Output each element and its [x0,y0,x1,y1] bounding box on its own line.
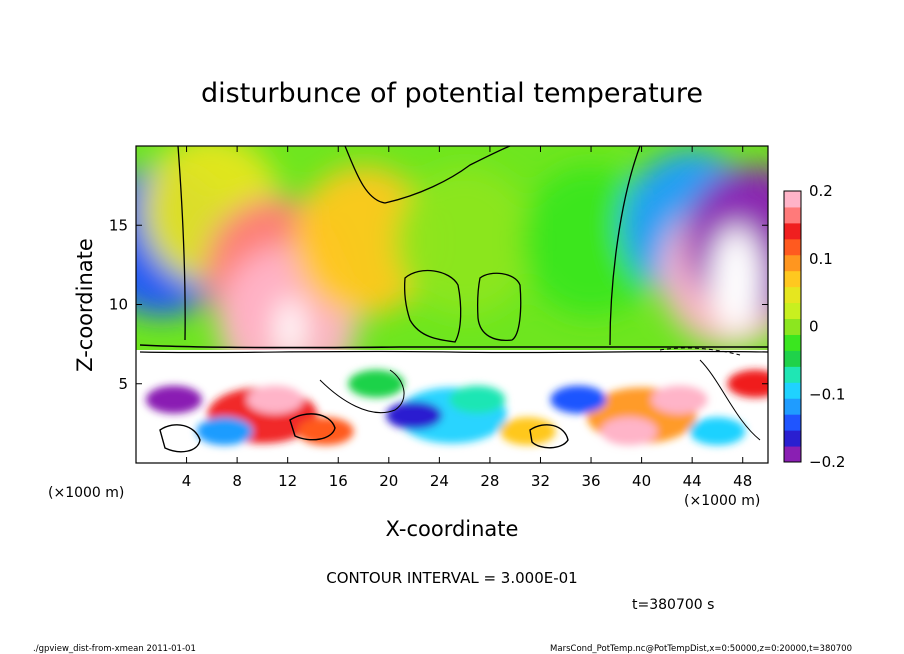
contour-line [659,347,741,356]
colorbar-swatch [784,270,801,288]
x-tick-label: 20 [379,472,398,490]
colorbar-swatch [784,366,801,383]
colorbar-swatch [784,334,801,351]
x-tick-label: 12 [278,472,297,490]
x-tick-label: 48 [733,472,752,490]
colorbar-tick-label: −0.2 [809,453,845,471]
contour-line [344,146,511,204]
upper-field [136,146,768,396]
colorbar-swatch [784,238,801,256]
contour-line [699,359,761,441]
field-region [394,166,535,317]
x-axis-label: X-coordinate [386,517,519,541]
colorbar-swatch [784,446,801,463]
lower-field [145,369,768,446]
contour-line [404,269,462,343]
field-region [247,385,304,414]
field-region [499,417,556,446]
footer-left: ./gpview_dist-from-xmean 2011-01-01 [33,644,196,654]
contour-line [319,369,405,414]
field-region [727,369,768,398]
x-axis: 4 8 12 16 20 24 28 32 36 40 44 48 [182,146,752,490]
x-tick-label: 28 [480,472,499,490]
field-region [297,417,354,446]
contour-line [139,344,768,349]
x-unit-label: (×1000 m) [48,485,124,501]
x-tick-label: 44 [683,472,702,490]
field-region [196,417,253,446]
field-region [145,385,202,414]
field-region [600,417,657,446]
x-tick-label: 40 [632,472,651,490]
contour-line [529,424,569,449]
y-tick-label: 15 [109,216,128,234]
contour-line [609,146,641,346]
plot-area [136,146,768,463]
x-unit-label-right: (×1000 m) [684,493,760,509]
time-label: t=380700 s [632,597,714,613]
colorbar-tick-label: 0 [809,318,819,336]
colorbar-swatch [784,350,801,367]
y-tick-label: 10 [109,296,128,314]
colorbar-swatch [784,302,801,320]
contour-line [139,350,768,354]
y-axis: 5 10 15 [109,216,768,393]
colorbar-tick-label: 0.1 [809,250,833,268]
colorbar-frame [783,190,802,463]
x-tick-label: 4 [182,472,192,490]
x-tick-label: 36 [581,472,600,490]
colorbar-ticks: 0.2 0.1 0 −0.1 −0.2 [809,182,845,471]
contour-line [476,272,522,342]
contour-line [177,146,186,341]
field-region [689,417,746,446]
colorbar-swatch [784,191,801,208]
field-region [651,385,708,414]
colorbar-swatch [784,206,801,224]
field-region [276,298,305,359]
colorbar-swatch [784,430,801,447]
field-region [293,166,434,317]
contour-line [159,424,201,453]
colorbar-swatch [784,222,801,240]
field-region [386,401,443,430]
colorbar-swatch [784,254,801,272]
footer-right: MarsCond_PotTemp.nc@PotTempDist,x=0:5000… [550,644,852,654]
x-tick-label: 32 [531,472,550,490]
x-tick-label: 8 [232,472,242,490]
colorbar-swatch [784,398,801,415]
field-region [550,385,607,414]
field-region [710,225,763,336]
chart-title: disturbunce of potential temperature [201,78,703,109]
contour-lines [139,146,768,453]
colorbar-swatch [784,414,801,431]
contour-line [289,413,336,441]
colorbar-swatch [784,318,801,335]
contour-interval-label: CONTOUR INTERVAL = 3.000E-01 [326,569,577,587]
colorbar [784,191,801,463]
colorbar-swatch [784,382,801,399]
y-axis-label: Z-coordinate [73,238,97,372]
x-tick-label: 16 [329,472,348,490]
colorbar-tick-label: 0.2 [809,182,833,200]
colorbar-swatch [784,286,801,304]
field-region [449,385,506,414]
x-tick-label: 24 [430,472,449,490]
y-tick-label: 5 [118,375,128,393]
colorbar-tick-label: −0.1 [809,385,845,403]
field-region [348,369,405,398]
